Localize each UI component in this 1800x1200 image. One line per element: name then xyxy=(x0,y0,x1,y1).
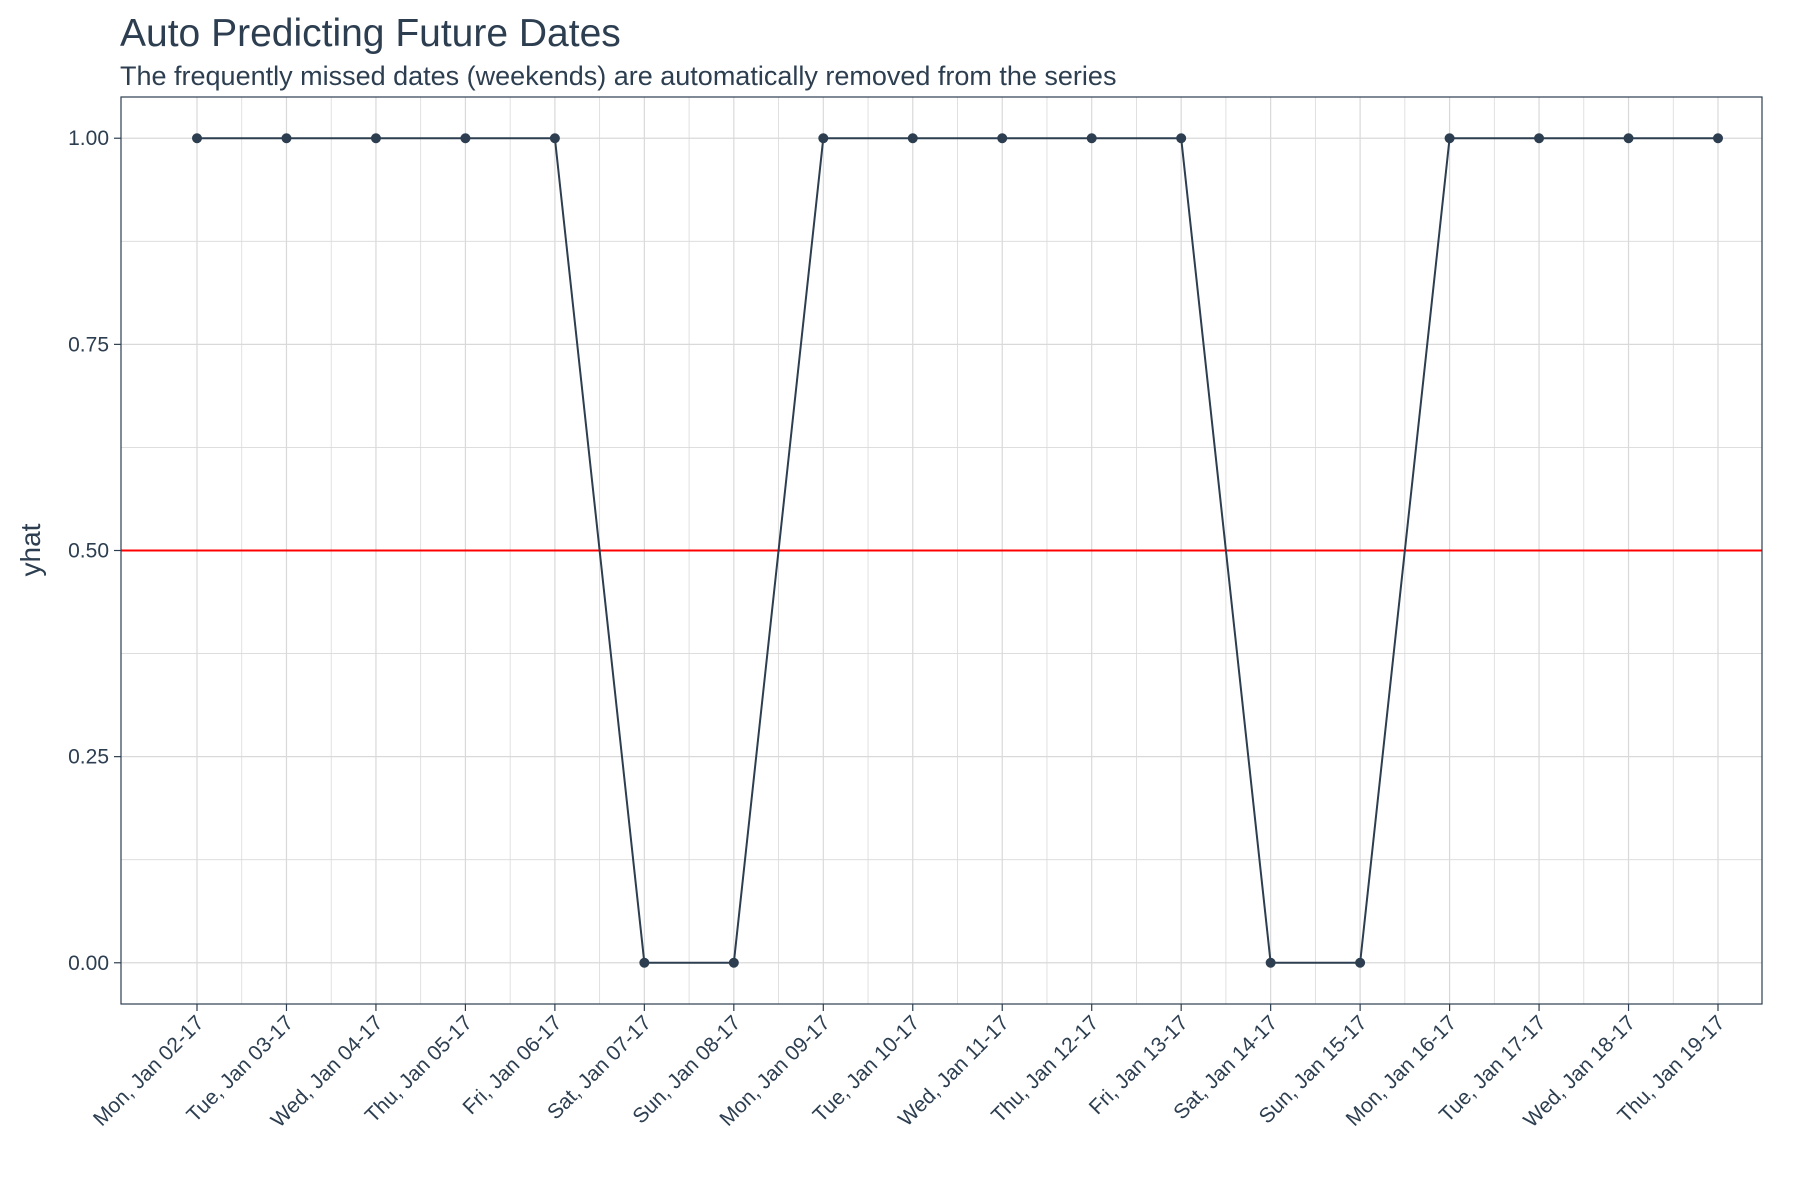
data-point xyxy=(1265,957,1276,968)
chart-subtitle: The frequently missed dates (weekends) a… xyxy=(120,61,1116,91)
data-point xyxy=(997,133,1008,144)
data-point xyxy=(370,133,381,144)
data-point xyxy=(1623,133,1634,144)
data-point xyxy=(192,133,202,144)
y-tick-label: 0.50 xyxy=(68,540,109,563)
data-point xyxy=(1444,133,1455,144)
y-axis-label: yhat xyxy=(15,523,46,576)
series-layer xyxy=(192,133,1723,968)
data-point xyxy=(1534,133,1545,144)
chart-title: Auto Predicting Future Dates xyxy=(120,12,621,55)
y-tick-label: 0.25 xyxy=(68,746,109,769)
y-tick-label: 0.00 xyxy=(68,952,109,975)
data-point xyxy=(549,133,560,144)
data-point xyxy=(907,133,918,144)
data-point xyxy=(728,957,739,968)
data-point xyxy=(1355,957,1366,968)
data-point xyxy=(818,133,829,144)
data-point xyxy=(1713,133,1723,144)
data-point xyxy=(1086,133,1097,144)
y-tick-label: 1.00 xyxy=(68,127,109,150)
y-tick-label: 0.75 xyxy=(68,333,109,356)
data-point xyxy=(1176,133,1187,144)
series-line xyxy=(197,137,1718,964)
data-point xyxy=(281,133,292,144)
data-point xyxy=(460,133,471,144)
data-point xyxy=(639,957,650,968)
